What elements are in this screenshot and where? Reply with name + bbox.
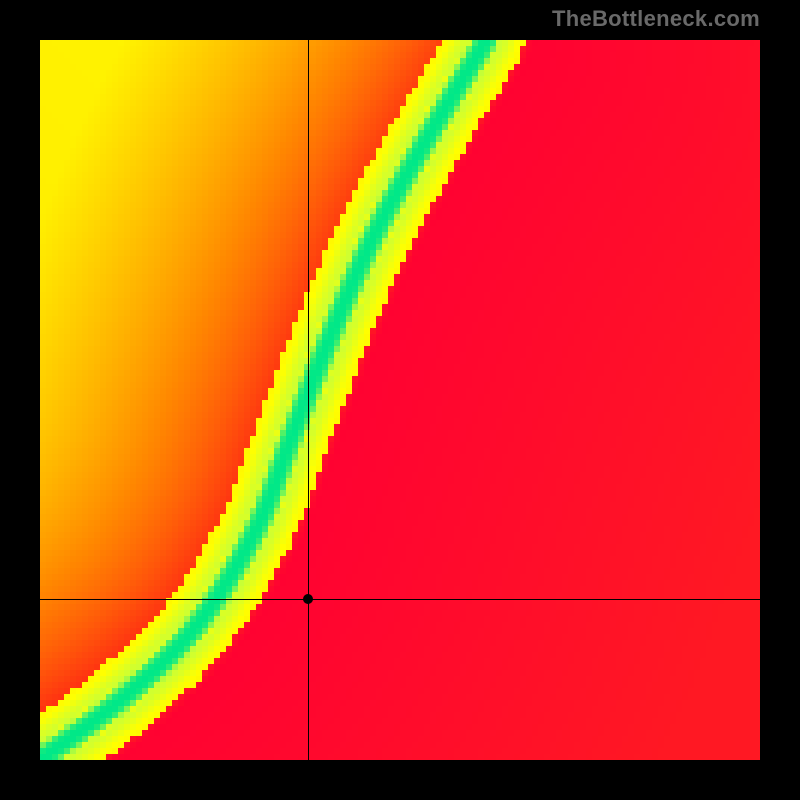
crosshair-horizontal (40, 599, 760, 600)
heatmap-canvas (40, 40, 760, 760)
heatmap-plot (40, 40, 760, 760)
watermark-text: TheBottleneck.com (552, 6, 760, 32)
crosshair-marker (303, 594, 313, 604)
crosshair-vertical (308, 40, 309, 760)
